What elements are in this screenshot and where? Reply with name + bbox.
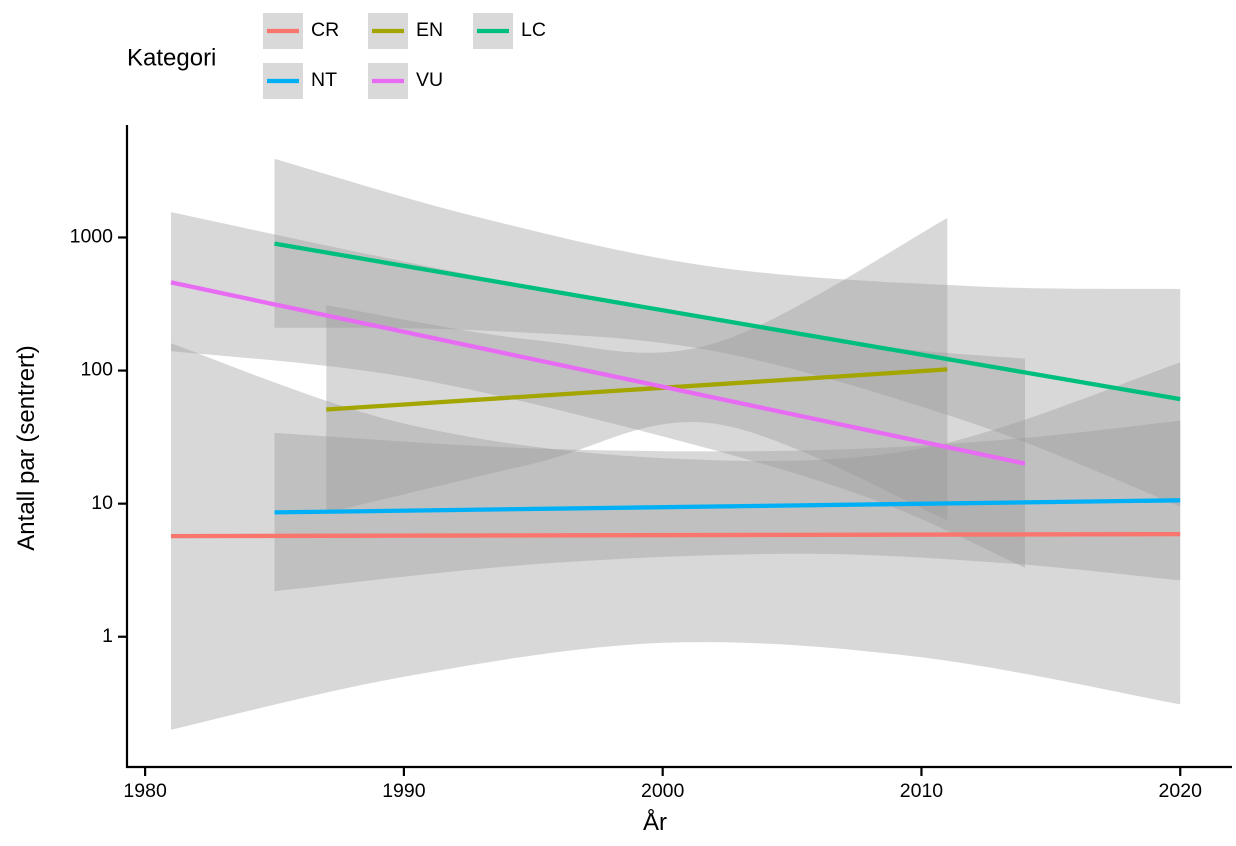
axes: 1980 1990 2000 2010 2020 1 10 100 1000 (70, 125, 1232, 802)
x-tick-label: 1980 (123, 780, 167, 802)
series-line-nt (274, 498, 1181, 515)
legend-item-nt: NT (263, 63, 337, 99)
series-lines (170, 241, 1181, 539)
legend-label: VU (416, 69, 443, 91)
y-axis-label: Antall par (sentrert) (13, 345, 40, 550)
x-tick-label: 2020 (1159, 780, 1203, 802)
confidence-bands (171, 158, 1181, 730)
legend: Kategori CR EN LC NT VU (127, 13, 546, 99)
series-line-vu (170, 280, 1026, 466)
series-line-en (326, 367, 948, 412)
legend-item-en: EN (368, 13, 443, 49)
legend-item-cr: CR (263, 13, 339, 49)
legend-label: EN (416, 19, 443, 41)
y-tick-label: 1 (102, 625, 113, 647)
legend-item-lc: LC (473, 13, 546, 49)
ci-band-lc (274, 158, 1181, 507)
x-tick-label: 2010 (900, 780, 944, 802)
x-tick-label: 2000 (641, 780, 685, 802)
series-line-cr (170, 531, 1181, 539)
legend-label: LC (521, 19, 546, 41)
legend-label: CR (311, 19, 339, 41)
legend-item-vu: VU (368, 63, 443, 99)
ci-band-en (326, 218, 948, 521)
y-tick-label: 100 (80, 359, 113, 381)
x-axis-label: År (643, 808, 667, 836)
x-tick-label: 1990 (382, 780, 426, 802)
series-line-lc (274, 241, 1181, 402)
y-tick-label: 1000 (70, 226, 114, 248)
y-tick-label: 10 (91, 492, 113, 514)
legend-label: NT (311, 69, 337, 91)
legend-title: Kategori (127, 44, 216, 71)
